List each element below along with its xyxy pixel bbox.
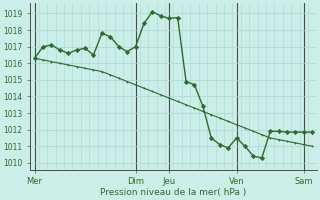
X-axis label: Pression niveau de la mer( hPa ): Pression niveau de la mer( hPa ) — [100, 188, 247, 197]
